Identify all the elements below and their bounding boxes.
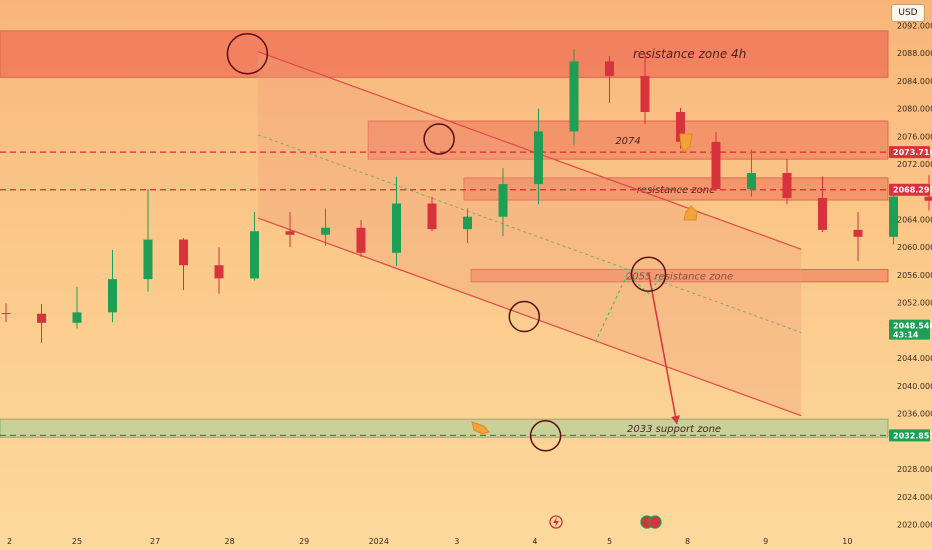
projection-arrow-line	[647, 272, 678, 425]
candle-body-1[interactable]	[37, 313, 46, 323]
price-tag-label-1: 2068.291	[893, 186, 932, 195]
candle-body-12[interactable]	[427, 203, 437, 230]
price-tag-0	[889, 146, 930, 159]
price-tag-label-0: 2073.716	[893, 148, 932, 157]
price-tag-label-2: 2048.540	[893, 322, 932, 331]
currency-toggle-button[interactable]: USD	[891, 4, 925, 22]
price-tag-2	[889, 319, 930, 340]
candle-body-21[interactable]	[747, 173, 756, 189]
candle-body-3[interactable]	[108, 279, 117, 313]
x-tick-label-5: 2024	[369, 537, 389, 546]
y-tick-label-2: 2084.000	[897, 77, 932, 86]
y-tick-label-4: 2076.000	[897, 132, 932, 141]
candle-body-17[interactable]	[605, 61, 614, 76]
candle-body-24[interactable]	[853, 229, 863, 237]
candle-body-0[interactable]	[1, 313, 11, 315]
price-tag-3	[889, 429, 930, 442]
zone-label-3: 2055 resistance zone	[626, 272, 733, 283]
price-tag-sublabel-2: 43:14	[893, 331, 919, 340]
candle-body-6[interactable]	[214, 265, 224, 279]
candle-body-10[interactable]	[356, 227, 366, 253]
lightning-event-icon[interactable]	[549, 515, 563, 529]
candle-body-9[interactable]	[321, 227, 330, 235]
candle-body-7[interactable]	[250, 231, 259, 279]
zone-label-0: resistance zone 4h	[633, 47, 746, 61]
y-tick-label-5: 2072.000	[897, 160, 932, 169]
y-tick-label-1: 2088.000	[897, 49, 932, 58]
highlight-circle-3	[529, 420, 562, 452]
candle-body-18[interactable]	[640, 75, 650, 112]
x-tick-label-11: 10	[842, 537, 852, 546]
zone-label-4: 2033 support zone	[627, 424, 721, 435]
flag-event-icon[interactable]	[640, 515, 662, 529]
x-tick-label-1: 25	[72, 537, 82, 546]
x-tick-label-6: 3	[454, 537, 459, 546]
x-tick-label-7: 4	[532, 537, 537, 546]
projection-path	[594, 273, 664, 343]
x-tick-label-10: 9	[763, 537, 768, 546]
x-tick-label-3: 28	[225, 537, 235, 546]
candle-body-25[interactable]	[889, 196, 898, 237]
y-tick-label-6: 2064.000	[897, 215, 932, 224]
hand-pointer-up-icon	[683, 205, 698, 221]
y-tick-label-7: 2060.000	[897, 243, 932, 252]
x-tick-label-0: 2	[7, 537, 12, 546]
price-tag-1	[889, 183, 930, 196]
candle-body-20[interactable]	[711, 141, 721, 189]
zone-resistance-0	[0, 30, 889, 78]
hand-pointer-right-icon	[471, 421, 490, 435]
highlight-circle-2	[508, 300, 541, 333]
y-tick-label-3: 2080.000	[897, 105, 932, 114]
candle-body-11[interactable]	[392, 203, 401, 253]
candle-body-26[interactable]	[924, 196, 932, 201]
hand-pointer-down-icon	[679, 133, 693, 153]
candle-body-15[interactable]	[534, 131, 543, 185]
candle-body-13[interactable]	[463, 216, 472, 230]
highlight-circle-4	[630, 256, 667, 292]
zone-label-2: resistance zone	[637, 185, 716, 196]
highlight-circle-0	[226, 33, 269, 75]
zone-label-1: 2074	[615, 136, 640, 147]
candle-body-14[interactable]	[498, 184, 508, 217]
y-tick-label-14: 2024.000	[897, 493, 932, 502]
channel-mid-line	[257, 134, 802, 333]
channel-upper-line[interactable]	[257, 51, 802, 250]
y-tick-label-15: 2020.000	[897, 521, 932, 530]
channel-lower-line[interactable]	[257, 217, 802, 417]
y-tick-label-9: 2052.000	[897, 299, 932, 308]
x-tick-label-9: 8	[685, 537, 690, 546]
candle-body-2[interactable]	[72, 312, 82, 323]
projection-arrow-head	[671, 415, 680, 424]
x-tick-label-8: 5	[607, 537, 612, 546]
zone-support-4	[0, 418, 889, 438]
zone-resistance-2	[463, 177, 889, 201]
y-tick-label-12: 2036.000	[897, 410, 932, 419]
candle-body-19[interactable]	[676, 112, 685, 142]
price-tag-label-3: 2032.851	[893, 431, 932, 440]
y-tick-label-8: 2056.000	[897, 271, 932, 280]
zone-resistance-3	[470, 268, 889, 283]
x-tick-label-4: 29	[299, 537, 309, 546]
candle-body-5[interactable]	[179, 239, 188, 266]
candle-body-4[interactable]	[143, 239, 153, 280]
candle-body-23[interactable]	[818, 197, 827, 230]
y-tick-label-11: 2040.000	[897, 382, 932, 391]
candle-body-22[interactable]	[782, 173, 792, 198]
y-tick-label-10: 2044.000	[897, 354, 932, 363]
candle-body-8[interactable]	[285, 231, 295, 235]
highlight-circle-1	[423, 123, 455, 155]
y-tick-label-13: 2028.000	[897, 465, 932, 474]
candle-body-16[interactable]	[569, 61, 579, 132]
y-tick-label-0: 2092.000	[897, 21, 932, 30]
x-tick-label-2: 27	[150, 537, 160, 546]
